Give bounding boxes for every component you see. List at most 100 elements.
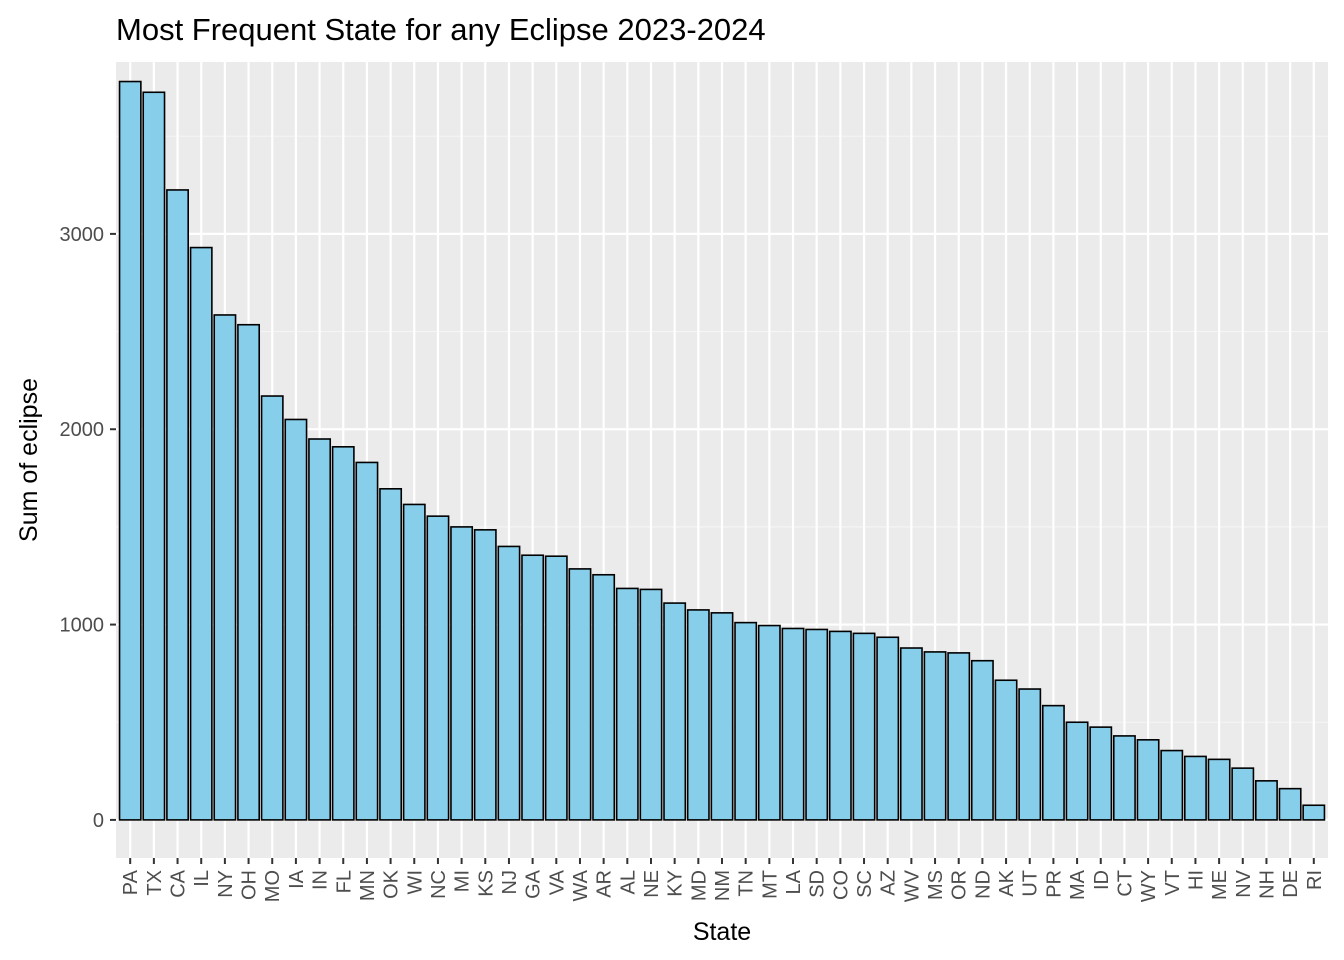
bar-ct [1112, 735, 1136, 821]
bar-co [828, 630, 852, 821]
x-tick-label: WA [570, 869, 592, 901]
bar-ma [1065, 721, 1089, 821]
bar-wv [899, 647, 923, 821]
x-tick-label: ME [1209, 870, 1231, 900]
x-tick-label: FL [333, 870, 355, 893]
x-tick-label: KS [475, 870, 497, 897]
bar-az [876, 636, 900, 821]
y-tick-label: 3000 [60, 224, 105, 246]
x-tick-label: ND [972, 870, 994, 899]
x-tick-label: TN [736, 870, 758, 897]
bar-ut [1018, 688, 1042, 821]
x-tick-label: WV [901, 869, 923, 902]
x-tick-label: RI [1304, 870, 1326, 890]
y-tick-label: 0 [93, 810, 104, 832]
x-tick-label: NE [641, 870, 663, 898]
bar-va [544, 555, 568, 821]
x-tick-label: AL [617, 870, 639, 894]
bar-or [947, 652, 971, 821]
bar-vt [1160, 749, 1184, 821]
x-tick-label: MN [357, 870, 379, 901]
x-tick-label: NV [1233, 869, 1255, 897]
x-tick-label: VA [546, 869, 568, 895]
bar-nd [970, 659, 994, 821]
x-tick-label: MD [688, 870, 710, 901]
x-tick-label: HI [1185, 870, 1207, 890]
x-tick-label: NH [1256, 870, 1278, 899]
bar-al [615, 587, 639, 821]
x-tick-label: NM [712, 870, 734, 901]
x-tick-label: GA [523, 869, 545, 899]
x-tick-label: OK [381, 869, 403, 899]
x-tick-label: CT [1114, 870, 1136, 897]
x-tick-label: IN [310, 870, 332, 890]
x-tick-label: UT [1020, 870, 1042, 897]
bar-tn [734, 621, 758, 821]
x-tick-label: CA [168, 869, 190, 897]
bar-il [189, 246, 213, 821]
bar-mo [260, 395, 284, 821]
bar-ks [473, 529, 497, 821]
bar-nc [426, 515, 450, 821]
x-tick-label: TX [144, 870, 166, 896]
bar-ny [213, 314, 237, 821]
chart-title: Most Frequent State for any Eclipse 2023… [116, 12, 766, 47]
bar-wy [1136, 739, 1160, 821]
x-tick-label: OR [949, 870, 971, 900]
y-tick-label: 2000 [60, 419, 105, 441]
bar-pr [1041, 704, 1065, 821]
bar-ms [923, 651, 947, 821]
x-tick-label: LA [783, 869, 805, 894]
bar-nj [497, 545, 521, 821]
x-tick-label: VT [1162, 870, 1184, 896]
x-tick-label: AK [996, 869, 1018, 896]
x-tick-label: AR [594, 870, 616, 898]
x-tick-label: NJ [499, 870, 521, 894]
bar-ca [166, 189, 189, 821]
bar-nm [710, 612, 734, 821]
bar-wi [402, 503, 426, 821]
bar-mn [355, 461, 379, 821]
x-tick-label: PR [1043, 870, 1065, 898]
bar-ia [284, 418, 308, 821]
x-tick-label: MT [759, 870, 781, 899]
x-tick-label: WY [1138, 870, 1160, 902]
bar-tx [142, 91, 166, 821]
x-tick-label: MS [925, 870, 947, 900]
y-axis-title: Sum of eclipse [15, 378, 43, 542]
bar-mt [757, 624, 781, 821]
x-tick-label: NC [428, 870, 450, 899]
bar-de [1278, 787, 1302, 821]
x-tick-label: SD [807, 870, 829, 898]
bar-oh [237, 323, 261, 821]
x-tick-label: AZ [878, 870, 900, 896]
bar-sd [805, 628, 829, 821]
x-tick-label: DE [1280, 870, 1302, 898]
x-tick-label: MO [262, 870, 284, 902]
bar-pa [118, 80, 142, 821]
bar-ar [592, 573, 616, 821]
y-tick-label: 1000 [60, 615, 105, 637]
bar-sc [852, 632, 876, 821]
bar-hi [1183, 755, 1207, 821]
bar-wa [568, 568, 592, 821]
x-axis-title: State [693, 918, 751, 946]
x-tick-label: NY [215, 870, 237, 898]
bars-group [118, 80, 1326, 821]
x-tick-label: IA [286, 869, 308, 889]
y-axis: 0 1000 2000 3000 [60, 224, 116, 832]
bar-mi [450, 526, 474, 821]
bar-ak [994, 679, 1018, 821]
bar-nv [1231, 767, 1255, 821]
x-tick-label: SC [854, 870, 876, 898]
x-tick-label: WI [404, 870, 426, 894]
bar-ky [663, 602, 687, 821]
bar-ga [521, 554, 545, 821]
x-tick-label: ID [1091, 870, 1113, 890]
x-tick-label: KY [665, 870, 687, 897]
x-tick-label: MA [1067, 869, 1089, 900]
bar-fl [331, 446, 355, 821]
x-tick-label: CO [830, 870, 852, 900]
bar-ok [379, 488, 403, 821]
